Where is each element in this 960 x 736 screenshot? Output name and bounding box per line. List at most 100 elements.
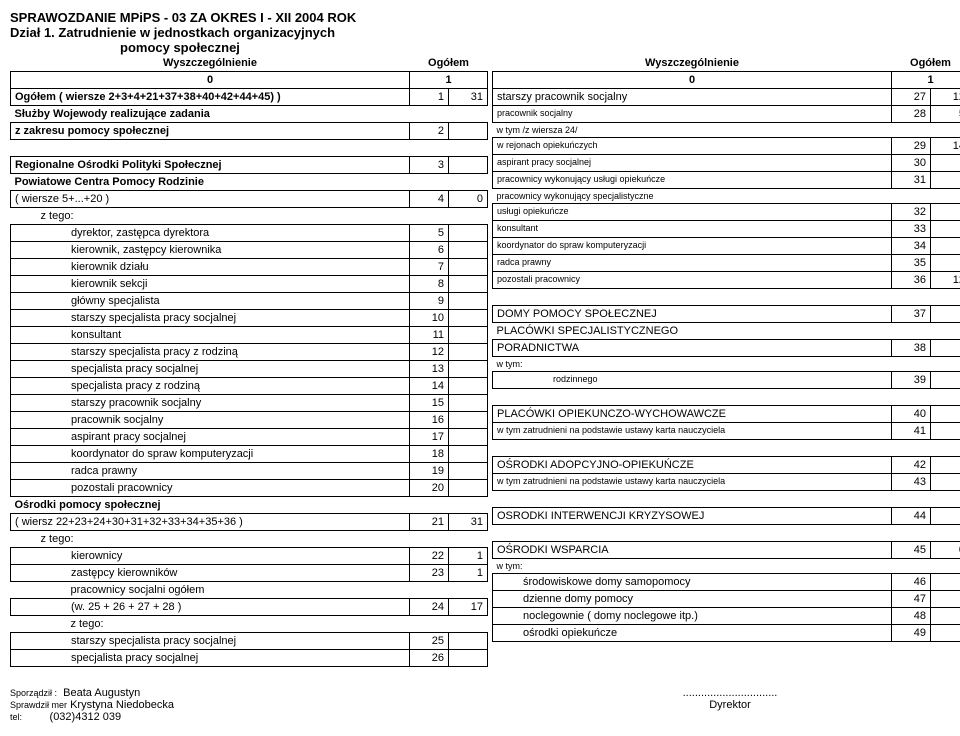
row-number: 13 [410,361,449,378]
table-row: radca prawny35 [493,255,960,272]
row-number: 41 [892,423,931,440]
row-label: środowiskowe domy samopomocy [493,574,892,591]
row-value: 5 [931,106,960,123]
table-row: specjalista pracy socjalnej26 [11,650,488,667]
row-number: 1 [410,89,449,106]
table-row: pracownik socjalny16 [11,412,488,429]
empty-cell [449,208,488,225]
row-label: PLACÓWKI SPECJALISTYCZNEGO [493,323,892,340]
row-label: Służby Wojewody realizujące zadania [11,106,488,123]
row-value [449,259,488,276]
table-row: starszy pracownik socjalny15 [11,395,488,412]
row-label: w rejonach opiekuńczych [493,138,892,155]
row-label: z tego: [11,616,410,633]
table-row: PLACÓWKI SPECJALISTYCZNEGO [493,323,960,340]
row-value [931,238,960,255]
empty-cell [892,323,931,340]
table-row: w rejonach opiekuńczych2914 [493,138,960,155]
empty-cell [410,582,449,599]
table-row: starszy specjalista pracy z rodziną12 [11,344,488,361]
row-label: w tym: [493,559,892,574]
row-number: 38 [892,340,931,357]
table-row [493,289,960,306]
table-row: z tego: [11,616,488,633]
empty-cell [449,582,488,599]
empty-cell [892,357,931,372]
table-row: OŚRODKI ADOPCYJNO-OPIEKUŃCZE42 [493,457,960,474]
table-row: starszy specjalista pracy socjalnej25 [11,633,488,650]
row-number: 27 [892,89,931,106]
row-label: kierownicy [11,548,410,565]
table-row: dyrektor, zastępca dyrektora5 [11,225,488,242]
table-row [493,440,960,457]
table-row [11,140,488,157]
row-number: 2 [410,123,449,140]
row-value [449,650,488,667]
row-value [931,306,960,323]
table-row [493,525,960,542]
row-number: 7 [410,259,449,276]
row-number: 4 [410,191,449,208]
row-value [449,276,488,293]
row-label: Ośrodki pomocy społecznej [11,497,410,514]
row-value: 12 [931,272,960,289]
row-number: 45 [892,542,931,559]
row-number: 15 [410,395,449,412]
right-header-label: Wyszczególnienie [493,55,892,72]
table-row: główny specjalista9 [11,293,488,310]
row-value [931,172,960,189]
table-row: z zakresu pomocy społecznej2 [11,123,488,140]
row-value [449,480,488,497]
table-row: radca prawny19 [11,463,488,480]
table-row: w tym: [493,559,960,574]
row-label: ( wiersze 5+...+20 ) [11,191,410,208]
empty-cell [410,208,449,225]
table-row: PORADNICTWA38 [493,340,960,357]
table-row: pozostali pracownicy20 [11,480,488,497]
table-row: aspirant pracy socjalnej17 [11,429,488,446]
row-number: 8 [410,276,449,293]
table-row: ( wiersz 22+23+24+30+31+32+33+34+35+36 )… [11,514,488,531]
row-number: 22 [410,548,449,565]
row-number: 46 [892,574,931,591]
row-number: 3 [410,157,449,174]
table-row [493,491,960,508]
row-number: 33 [892,221,931,238]
spacer-cell [493,491,960,508]
row-label: główny specjalista [11,293,410,310]
row-value [931,474,960,491]
row-label: pracownicy socjalni ogółem [11,582,410,599]
row-number: 11 [410,327,449,344]
row-number: 48 [892,608,931,625]
row-number: 28 [892,106,931,123]
tel-value: (032)4312 039 [50,711,122,723]
row-value [449,293,488,310]
row-label: OŚRODKI WSPARCIA [493,542,892,559]
row-label: w tym zatrudnieni na podstawie ustawy ka… [493,423,892,440]
right-table: Wyszczególnienie Ogółem 0 1 starszy prac… [492,55,960,642]
row-value [931,423,960,440]
row-value [449,344,488,361]
row-number: 31 [892,172,931,189]
row-value [449,633,488,650]
empty-cell [892,123,931,138]
row-number: 5 [410,225,449,242]
row-label: pracownik socjalny [11,412,410,429]
table-row: Ogółem ( wiersze 2+3+4+21+37+38+40+42+44… [11,89,488,106]
row-value [449,446,488,463]
row-value [931,608,960,625]
row-label: OŚRODKI ADOPCYJNO-OPIEKUŃCZE [493,457,892,474]
empty-cell [449,497,488,514]
row-label: starszy specjalista pracy z rodziną [11,344,410,361]
row-value [449,225,488,242]
table-row [493,389,960,406]
tel-label: tel: [10,712,22,722]
table-row: Służby Wojewody realizujące zadania [11,106,488,123]
row-value [449,378,488,395]
row-number: 10 [410,310,449,327]
left-header-label: Wyszczególnienie [11,55,410,72]
row-number: 32 [892,204,931,221]
row-value [931,574,960,591]
spr-name: Krystyna Niedobecka [70,699,174,711]
row-label: kierownik sekcji [11,276,410,293]
